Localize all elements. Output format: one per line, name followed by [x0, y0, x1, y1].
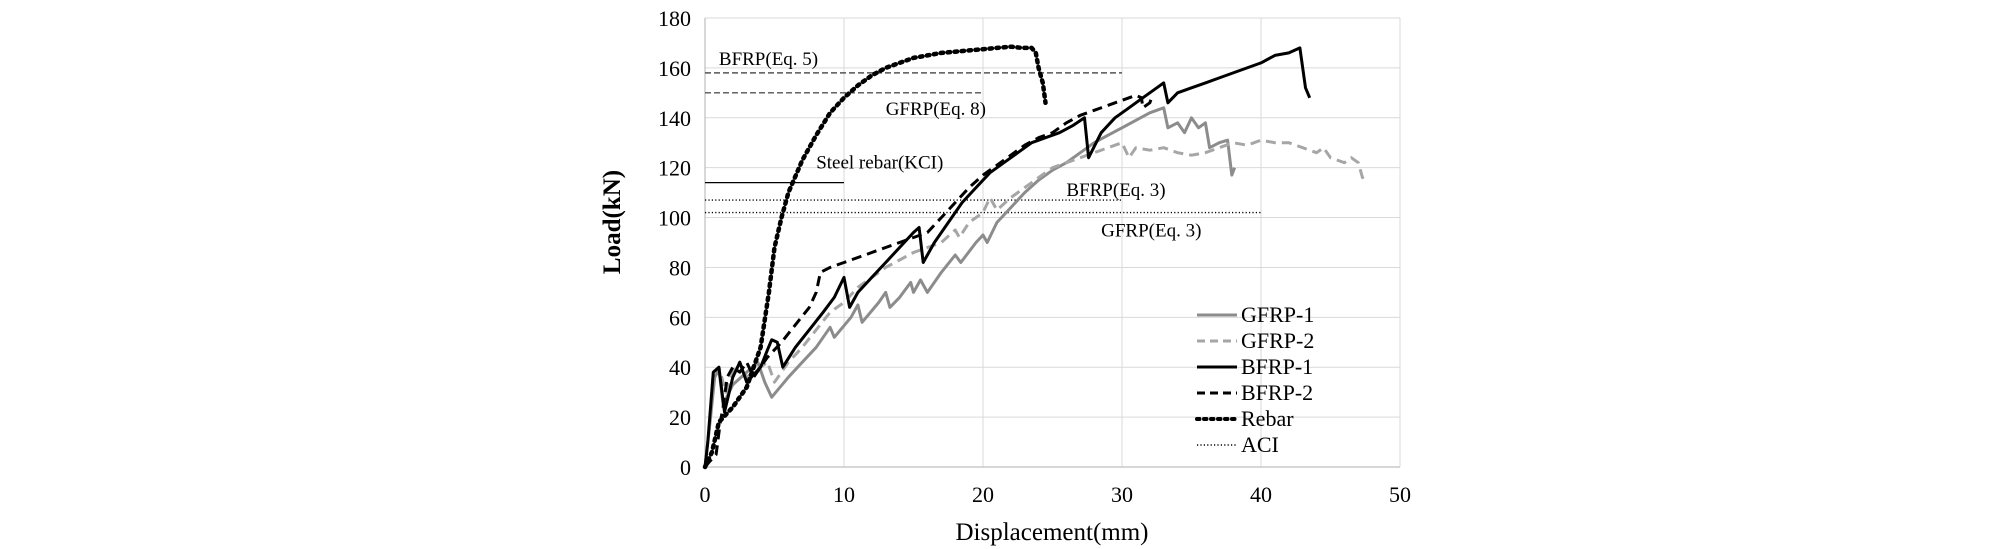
series-line-bfrp-1 [703, 46, 1312, 468]
x-tick-label: 40 [1250, 482, 1272, 507]
legend-label: Rebar [1241, 406, 1294, 431]
legend-label: GFRP-2 [1241, 328, 1314, 353]
y-tick-label: 80 [669, 255, 691, 280]
series-line-gfrp-2 [703, 138, 1367, 468]
y-tick-label: 180 [658, 6, 691, 31]
x-tick-label: 20 [972, 482, 994, 507]
x-tick-label: 10 [833, 482, 855, 507]
x-tick-label: 30 [1111, 482, 1133, 507]
y-tick-label: 140 [658, 106, 691, 131]
x-tick-label: 50 [1389, 482, 1411, 507]
reference-line-label: GFRP(Eq. 8) [886, 99, 986, 120]
y-axis-title: Load(kN) [599, 170, 626, 274]
reference-line-label: Steel rebar(KCI) [816, 153, 943, 174]
x-tick-label: 0 [700, 482, 711, 507]
series-line-gfrp-1 [703, 106, 1237, 468]
series-line-rebar [702, 44, 1048, 470]
legend-label: BFRP-1 [1241, 354, 1313, 379]
y-tick-label: 20 [669, 405, 691, 430]
y-tick-label: 60 [669, 305, 691, 330]
series-lines [702, 44, 1367, 470]
reference-line-label: BFRP(Eq. 3) [1066, 180, 1165, 201]
x-axis-title: Displacement(mm) [956, 519, 1149, 546]
y-tick-labels: 0 20 40 60 80 100 120 140 160 180 [658, 6, 691, 480]
reference-line-label: BFRP(Eq. 5) [719, 49, 818, 70]
x-tick-labels: 0 10 20 30 40 50 [700, 482, 1412, 507]
legend-label: ACI [1241, 432, 1279, 457]
y-tick-label: 120 [658, 156, 691, 181]
reference-lines [705, 72, 1261, 214]
y-tick-label: 40 [669, 355, 691, 380]
reference-line-labels: BFRP(Eq. 5) GFRP(Eq. 8) Steel rebar(KCI) BF… [719, 49, 1202, 242]
y-tick-label: 0 [680, 455, 691, 480]
y-tick-label: 160 [658, 56, 691, 81]
legend-label: GFRP-1 [1241, 302, 1314, 327]
series-line-bfrp-2 [703, 93, 1155, 468]
y-tick-label: 100 [658, 206, 691, 231]
reference-line-label: GFRP(Eq. 3) [1101, 221, 1201, 242]
legend-label: BFRP-2 [1241, 380, 1313, 405]
